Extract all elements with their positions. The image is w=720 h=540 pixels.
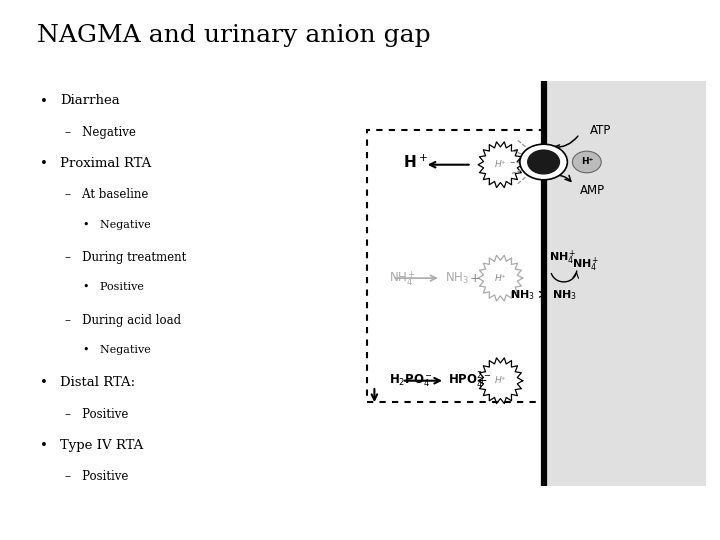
Text: •: • (40, 94, 48, 107)
Text: •   Negative: • Negative (83, 345, 150, 355)
Text: –   At baseline: – At baseline (65, 188, 148, 201)
Text: H⁺: H⁺ (495, 160, 506, 169)
Text: Diarrhea: Diarrhea (60, 94, 120, 107)
Text: •   Positive: • Positive (83, 282, 144, 293)
Text: –   Positive: – Positive (65, 470, 128, 483)
Text: Distal RTA:: Distal RTA: (60, 376, 135, 389)
Text: •   Negative: • Negative (83, 220, 150, 230)
Circle shape (528, 150, 559, 174)
Circle shape (520, 144, 567, 180)
Text: H$^+$: H$^+$ (403, 153, 428, 171)
Text: NH$_4^+$: NH$_4^+$ (572, 255, 600, 274)
Text: Proximal RTA: Proximal RTA (60, 157, 151, 170)
Text: –   During treatment: – During treatment (65, 251, 186, 264)
Text: H⁺: H⁺ (580, 158, 593, 166)
Text: NH$_4^+$: NH$_4^+$ (389, 269, 415, 287)
Polygon shape (488, 152, 513, 178)
Text: NH$_3$: NH$_3$ (552, 288, 577, 302)
Text: +: + (469, 272, 480, 285)
Text: –   Negative: – Negative (65, 126, 135, 139)
Text: NAGMA and urinary anion gap: NAGMA and urinary anion gap (37, 24, 431, 48)
Text: AMP: AMP (580, 184, 605, 197)
Circle shape (572, 151, 601, 173)
Text: H⁺: H⁺ (495, 376, 506, 385)
Bar (367, 130, 545, 402)
Bar (544, 81, 706, 486)
Text: NH$_4^+$: NH$_4^+$ (549, 248, 577, 267)
Text: HPO$_4^{2-}$: HPO$_4^{2-}$ (448, 370, 491, 391)
Text: NH$_3$: NH$_3$ (510, 288, 535, 302)
Polygon shape (488, 265, 513, 291)
Text: H⁺: H⁺ (495, 274, 506, 282)
Text: –   During acid load: – During acid load (65, 314, 181, 327)
Text: ATP: ATP (590, 124, 612, 137)
Text: •: • (40, 157, 48, 170)
Text: •: • (40, 376, 48, 389)
Text: –   Positive: – Positive (65, 408, 128, 421)
Text: •: • (40, 439, 48, 452)
Text: NH$_3$: NH$_3$ (445, 271, 469, 286)
Text: Type IV RTA: Type IV RTA (60, 439, 143, 452)
Polygon shape (488, 368, 513, 394)
Text: H$_2$PO$_4^-$: H$_2$PO$_4^-$ (389, 373, 433, 389)
Text: +: + (477, 374, 487, 387)
